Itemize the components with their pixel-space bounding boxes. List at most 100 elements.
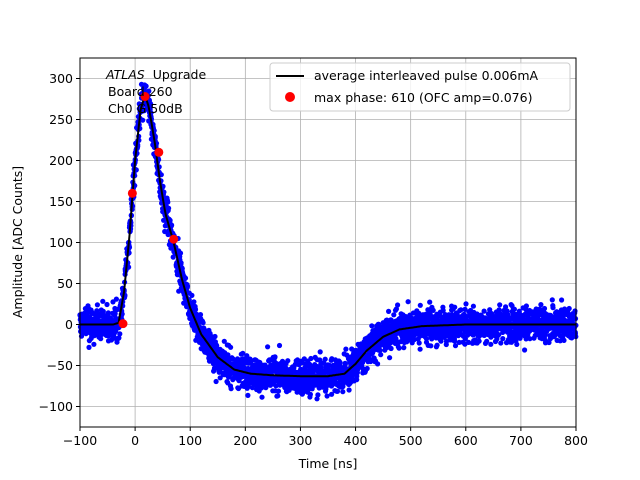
- scatter-point: [240, 350, 246, 356]
- scatter-point: [98, 336, 104, 342]
- scatter-point: [100, 298, 106, 304]
- scatter-point: [116, 335, 122, 341]
- scatter-point: [452, 338, 458, 344]
- scatter-point: [416, 340, 422, 346]
- scatter-point: [458, 307, 464, 313]
- scatter-point: [481, 308, 487, 314]
- scatter-point: [100, 308, 106, 314]
- legend-label-average: average interleaved pulse 0.006mA: [314, 68, 539, 83]
- scatter-point: [191, 299, 197, 305]
- scatter-point: [375, 361, 381, 367]
- scatter-point: [538, 302, 544, 308]
- scatter-point: [522, 347, 528, 353]
- scatter-point: [369, 323, 375, 329]
- scatter-point: [200, 320, 206, 326]
- scatter-point: [166, 205, 172, 211]
- scatter-point: [487, 307, 493, 313]
- scatter-point: [182, 275, 189, 281]
- y-tick-label: 300: [49, 71, 73, 86]
- scatter-point: [452, 304, 458, 310]
- scatter-point: [434, 342, 440, 348]
- x-tick-label: 400: [344, 433, 368, 448]
- scatter-point: [245, 392, 251, 398]
- scatter-point: [117, 331, 123, 337]
- y-tick-label: 100: [49, 235, 73, 250]
- scatter-point: [258, 385, 265, 391]
- scatter-point: [401, 345, 407, 351]
- annotation: ATLAS Upgrade Board 260 Ch0 G 50dB: [105, 67, 206, 116]
- scatter-point: [146, 88, 152, 94]
- scatter-point: [104, 301, 110, 308]
- scatter-point: [466, 339, 472, 345]
- scatter-point: [217, 375, 223, 381]
- scatter-point: [550, 305, 556, 311]
- scatter-point: [572, 308, 578, 314]
- scatter-point: [169, 222, 175, 228]
- scatter-point: [368, 358, 374, 365]
- max-phase-point: [118, 319, 128, 329]
- scatter-point: [165, 199, 171, 205]
- scatter-point: [393, 306, 399, 312]
- scatter-point: [395, 302, 401, 308]
- scatter-point: [396, 345, 402, 351]
- scatter-point: [140, 117, 146, 123]
- scatter-point: [484, 338, 490, 344]
- scatter-point: [105, 310, 111, 316]
- scatter-point: [427, 299, 433, 305]
- scatter-point: [386, 308, 392, 314]
- scatter-point: [94, 308, 100, 314]
- x-tick-label: −100: [63, 433, 97, 448]
- x-tick-label: 500: [399, 433, 423, 448]
- scatter-point: [388, 345, 394, 352]
- scatter-point: [378, 352, 384, 358]
- scatter-point: [452, 343, 459, 349]
- x-axis-label: Time [ns]: [298, 456, 358, 471]
- scatter-point: [566, 305, 572, 312]
- average-pulse-line: [80, 91, 576, 378]
- scatter-point: [86, 344, 92, 350]
- svg-text:ATLAS Upgrade: ATLAS Upgrade: [105, 67, 206, 82]
- scatter-point: [463, 301, 469, 307]
- scatter-point: [456, 339, 462, 345]
- max-phase-point: [127, 188, 137, 198]
- annotation-channel: Ch0 G 50dB: [108, 101, 183, 116]
- annotation-label: Upgrade: [153, 67, 207, 82]
- scatter-point: [523, 303, 530, 309]
- scatter-point: [334, 388, 341, 394]
- scatter-point: [462, 306, 468, 312]
- x-tick-label: 300: [289, 433, 313, 448]
- scatter-point: [112, 310, 118, 317]
- scatter-point: [440, 307, 446, 314]
- scatter-point: [476, 338, 482, 344]
- x-tick-label: 700: [509, 433, 533, 448]
- y-tick-label: −50: [47, 358, 73, 373]
- scatter-point: [285, 358, 291, 364]
- annotation-experiment: ATLAS: [105, 67, 145, 82]
- legend-label-max-phase: max phase: 610 (OFC amp=0.076): [314, 90, 532, 105]
- x-tick-label: 200: [233, 433, 257, 448]
- scatter-point: [503, 304, 509, 310]
- scatter-point: [167, 217, 173, 223]
- scatter-point: [514, 341, 520, 347]
- scatter-point: [511, 306, 517, 312]
- y-tick-label: 200: [49, 153, 73, 168]
- scatter-point: [230, 356, 236, 362]
- scatter-point: [94, 302, 100, 308]
- scatter-point: [527, 336, 533, 342]
- scatter-point: [212, 333, 218, 340]
- scatter-point: [438, 338, 444, 344]
- legend-marker-swatch: [285, 92, 295, 102]
- max-phase-point: [140, 92, 150, 102]
- average-pulse-polyline: [80, 91, 576, 378]
- scatter-point: [265, 344, 271, 350]
- scatter-point: [337, 359, 343, 365]
- scatter-point: [315, 392, 321, 398]
- scatter-point: [346, 387, 352, 393]
- x-axis-ticks: −100 0 100 200 300 400 500 600 700 800: [63, 427, 588, 448]
- scatter-point: [143, 83, 149, 89]
- scatter-point: [329, 391, 335, 397]
- scatter-point: [342, 361, 348, 367]
- scatter-point: [430, 307, 436, 313]
- y-tick-label: 250: [49, 112, 73, 127]
- scatter-point: [225, 352, 231, 358]
